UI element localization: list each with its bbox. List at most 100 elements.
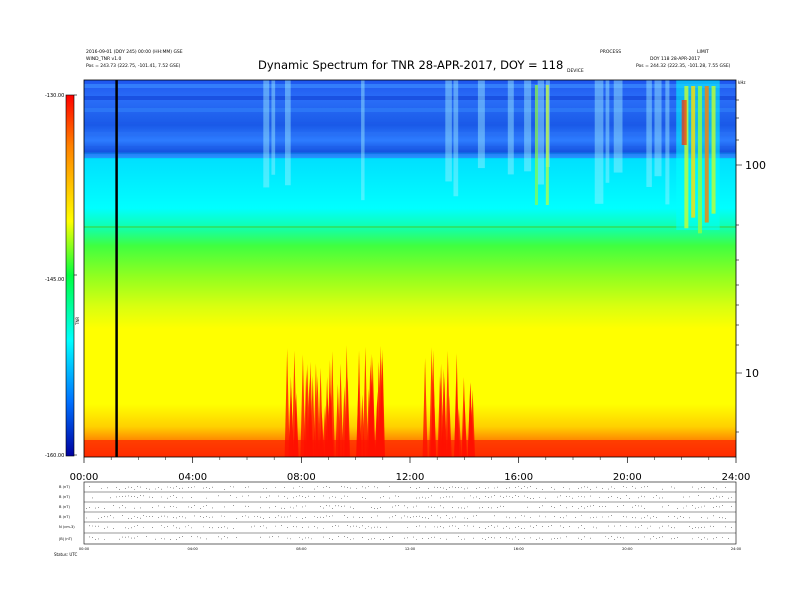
header-right-end: Pos = 244.32 (222.35, -101.28, 7.55 GSE) xyxy=(636,64,731,69)
x-axis-tick-label: 08:00 xyxy=(287,472,316,483)
x-axis-tick-label: 16:00 xyxy=(504,472,533,483)
x-axis-tick-label: 20:00 xyxy=(613,472,642,483)
panel-x-tick-label: 24:00 xyxy=(731,547,742,551)
spectrogram-active-streak xyxy=(697,86,702,234)
burst-spike xyxy=(284,348,290,457)
right-axis-unit: kHz xyxy=(738,80,745,85)
spectrogram-active-streak xyxy=(711,86,716,214)
header-right-line3: DOY 118 28-APR-2017 xyxy=(650,57,701,62)
panel-label: B (nT) xyxy=(59,485,70,489)
spectrogram-streak xyxy=(594,80,604,204)
burst-spike xyxy=(454,379,460,457)
panel-x-tick-label: 12:00 xyxy=(405,547,416,551)
spectrogram-active-streak xyxy=(704,86,709,223)
burst-spike xyxy=(288,376,294,457)
spectrogram-floor xyxy=(84,440,736,457)
spectrogram-band xyxy=(84,146,736,148)
spectrogram-band xyxy=(84,226,736,228)
panel-trace xyxy=(86,505,732,509)
lower-panel-frame xyxy=(83,481,737,545)
burst-spike xyxy=(369,378,375,457)
burst-spike xyxy=(293,392,299,457)
spectrogram-active-streak xyxy=(681,100,687,145)
spectrogram-streak xyxy=(477,80,485,169)
header-left-start: Pos = 243.73 (222.75, -101.41, 7.52 GSE) xyxy=(86,64,181,69)
panel-label: B (nT) xyxy=(59,505,70,509)
colorbar-tick-bottom: -160.00 xyxy=(45,453,64,459)
spectrogram-streak xyxy=(537,80,545,185)
colorbar-label: TNR xyxy=(75,317,80,326)
burst-spike xyxy=(304,363,310,457)
spectrogram-band xyxy=(84,84,736,88)
spectrogram-streak xyxy=(524,80,532,172)
panel-x-tick-label: 16:00 xyxy=(513,547,524,551)
spectrogram-active-streak xyxy=(534,85,538,205)
header-right-line2: LIMIT xyxy=(697,50,709,55)
burst-spike xyxy=(329,351,335,457)
lower-panels: B (nT) B (nT) B (nT) B (nT) N (cm-3) |B| (nT)… xyxy=(59,481,742,551)
spectrogram-band xyxy=(84,132,736,136)
spectrogram-streak xyxy=(361,80,365,201)
burst-spike xyxy=(362,346,368,457)
panel-label: |B| (nT) xyxy=(59,537,73,541)
burst-spike xyxy=(462,400,468,457)
burst-spike xyxy=(341,386,347,457)
spectrogram-active-streak xyxy=(545,85,549,205)
spectrogram-streak xyxy=(507,80,514,175)
panel-x-tick-label: 00:00 xyxy=(79,547,90,551)
burst-spike xyxy=(318,367,324,457)
spectrogram-band xyxy=(84,96,736,100)
header-left-line1: 2016-09-01 (DOY 245) 00:00 (HH:MM) GSE xyxy=(86,50,183,55)
panel-x-tick-label: 04:00 xyxy=(187,547,198,551)
spectrogram-background xyxy=(84,80,736,457)
panel-trace xyxy=(86,515,726,519)
header-center-tag: DEVICE xyxy=(567,69,584,74)
right-axis-tick-10: 10 xyxy=(745,367,759,380)
colorbar-tick-mid: -145.00 xyxy=(45,277,64,283)
burst-spike xyxy=(377,345,383,457)
right-axis-tick-100: 100 xyxy=(745,159,766,172)
spectrogram-streak xyxy=(263,80,270,188)
spectrogram-streak xyxy=(285,80,291,186)
right-axis-ticks xyxy=(736,99,742,433)
burst-spike xyxy=(437,375,443,457)
spectrogram-streak xyxy=(453,80,459,197)
colorbar-ticks xyxy=(74,94,77,456)
burst-spike xyxy=(300,354,306,457)
panel-trace xyxy=(89,486,726,490)
burst-spike xyxy=(431,382,437,457)
header-right-line1: PROCESS xyxy=(600,50,622,55)
panel-trace xyxy=(92,495,732,499)
spectrogram-streak xyxy=(665,80,670,205)
panel-x-tick-label: 20:00 xyxy=(622,547,633,551)
spectrogram-band xyxy=(84,108,736,112)
spectrogram-streak xyxy=(654,80,662,177)
burst-spike xyxy=(445,350,451,457)
x-axis-tick-label: 12:00 xyxy=(396,472,425,483)
spectrogram-band xyxy=(84,122,736,124)
header-left-line2: WIND_TNR v1.0 xyxy=(86,57,122,62)
footer-status: Status: UTC xyxy=(54,552,78,557)
spectrogram-band xyxy=(84,154,736,158)
spectrogram-streak xyxy=(271,80,276,175)
spectrogram-streak xyxy=(605,80,610,183)
burst-spike xyxy=(470,389,476,457)
spectrogram-streak xyxy=(646,80,652,188)
x-axis-tick-label: 04:00 xyxy=(178,472,207,483)
spectrogram-active-streak xyxy=(691,86,696,218)
colorbar-tick-top: -130.00 xyxy=(45,93,64,99)
panel-x-tick-label: 08:00 xyxy=(296,547,307,551)
x-axis-tick-label: 00:00 xyxy=(70,472,99,483)
spectrogram xyxy=(83,79,737,458)
burst-spike xyxy=(338,363,344,457)
panel-label: N (cm-3) xyxy=(59,525,75,529)
burst-spike xyxy=(313,363,319,457)
panel-trace xyxy=(89,536,729,540)
colorbar xyxy=(65,94,75,457)
burst-spike xyxy=(345,376,351,457)
panel-trace xyxy=(89,525,732,529)
burst-spike xyxy=(422,358,428,457)
panel-label: B (nT) xyxy=(59,515,70,519)
spectrogram-streak xyxy=(445,80,452,182)
